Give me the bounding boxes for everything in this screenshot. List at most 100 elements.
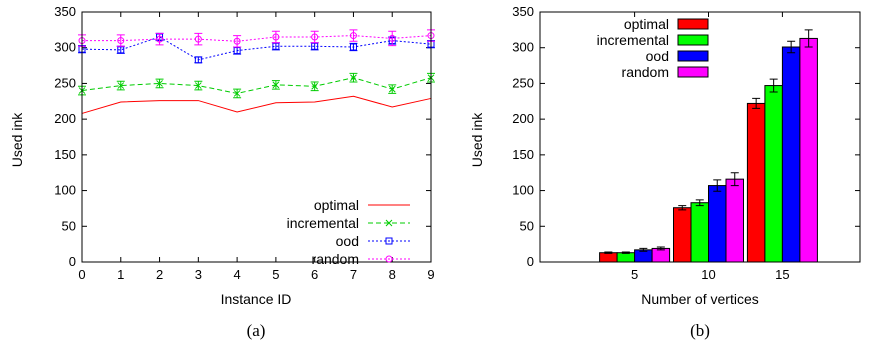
- data-point: [385, 237, 393, 245]
- error-bar: [271, 30, 280, 44]
- y-axis-label: Used ink: [9, 112, 25, 167]
- bar: [764, 85, 783, 263]
- legend-label: ood: [336, 233, 359, 249]
- legend-swatch: [677, 50, 709, 62]
- x-tick-label: 5: [272, 267, 279, 282]
- error-bar: [656, 246, 665, 251]
- legend-label: ood: [646, 48, 669, 64]
- error-bar: [349, 42, 358, 52]
- legend: optimal incremental ood random: [287, 197, 410, 267]
- error-bar: [713, 179, 722, 192]
- bars-group: [599, 29, 818, 263]
- y-tick-label: 100: [512, 183, 534, 198]
- bar: [746, 102, 766, 263]
- data-point: [385, 219, 393, 227]
- error-bar: [155, 32, 164, 46]
- y-tick-labels: 0 50 100 150 200 250 300 350: [512, 4, 860, 269]
- series-line: [81, 95, 432, 114]
- x-tick-label: 1: [117, 267, 124, 282]
- data-point: [233, 47, 241, 55]
- series-ood: [634, 40, 801, 263]
- data-point: [388, 85, 396, 93]
- caption-b: (b): [690, 321, 710, 340]
- error-bar: [116, 34, 125, 47]
- legend-swatch: [677, 34, 709, 46]
- data-point: [117, 46, 125, 54]
- legend-label: optimal: [624, 16, 669, 32]
- x-tick-label: 4: [233, 267, 240, 282]
- error-bar: [310, 30, 319, 44]
- error-bar: [730, 172, 739, 187]
- legend-label: random: [622, 64, 669, 80]
- legend-swatch: [677, 66, 709, 78]
- data-point: [350, 74, 357, 82]
- series-incremental: [616, 78, 783, 263]
- legend-label: incremental: [287, 215, 359, 231]
- y-tick-label: 250: [54, 75, 76, 90]
- y-tick-label: 50: [62, 218, 76, 233]
- y-tick-label: 350: [54, 4, 76, 19]
- error-bar: [233, 35, 242, 48]
- x-tick-label: 3: [195, 267, 202, 282]
- error-bar: [621, 251, 630, 254]
- data-point: [194, 56, 202, 64]
- data-point: [194, 82, 202, 89]
- y-tick-label: 150: [512, 147, 534, 162]
- error-bar: [639, 247, 648, 252]
- x-tick-label: 15: [775, 267, 789, 282]
- y-tick-label: 0: [527, 254, 534, 269]
- x-tick-label: 2: [156, 267, 163, 282]
- y-tick-label: 150: [54, 147, 76, 162]
- legend-label: optimal: [314, 197, 359, 213]
- data-point: [233, 37, 241, 45]
- data-point: [388, 34, 396, 42]
- series-optimal: [81, 95, 432, 114]
- bar: [690, 202, 709, 263]
- y-tick-label: 100: [54, 183, 76, 198]
- legend-label: random: [312, 251, 359, 267]
- y-tick-label: 50: [520, 218, 534, 233]
- error-bar: [752, 97, 761, 109]
- series-line: [81, 77, 432, 94]
- data-point: [156, 35, 164, 43]
- plot-frame: [81, 11, 432, 263]
- data-point: [349, 32, 357, 40]
- bar: [672, 207, 692, 263]
- y-tick-label: 200: [54, 111, 76, 126]
- error-bar: [787, 40, 796, 54]
- bar: [781, 46, 801, 263]
- y-tick-label: 200: [512, 111, 534, 126]
- data-point: [272, 42, 280, 50]
- x-tick-label: 8: [389, 267, 396, 282]
- x-tick-label: 0: [78, 267, 85, 282]
- y-tick-labels: 0 50 100 150 200 250 300 350: [54, 4, 431, 269]
- x-tick-label: 6: [311, 267, 318, 282]
- x-tick-label: 7: [350, 267, 357, 282]
- bar: [599, 252, 618, 263]
- error-bar: [678, 205, 687, 211]
- data-point: [233, 90, 241, 97]
- data-point: [117, 82, 125, 89]
- data-point: [349, 43, 357, 51]
- error-bar: [769, 78, 778, 93]
- data-point: [311, 42, 319, 50]
- plot-frame: [539, 11, 861, 263]
- series-incremental: [78, 72, 435, 99]
- x-axis-label: Instance ID: [221, 291, 292, 307]
- y-tick-label: 300: [54, 40, 76, 55]
- data-point: [311, 82, 319, 90]
- y-tick-label: 250: [512, 75, 534, 90]
- data-point: [385, 255, 393, 263]
- y-axis-label: Used ink: [469, 112, 485, 167]
- x-tick-label: 5: [631, 267, 638, 282]
- series-ood: [78, 32, 435, 64]
- data-point: [272, 33, 280, 41]
- caption-a: (a): [247, 321, 266, 340]
- series-group: [78, 29, 435, 114]
- error-bar: [695, 199, 704, 207]
- error-bar: [349, 29, 358, 42]
- error-bar: [804, 29, 813, 48]
- legend-label: incremental: [597, 32, 669, 48]
